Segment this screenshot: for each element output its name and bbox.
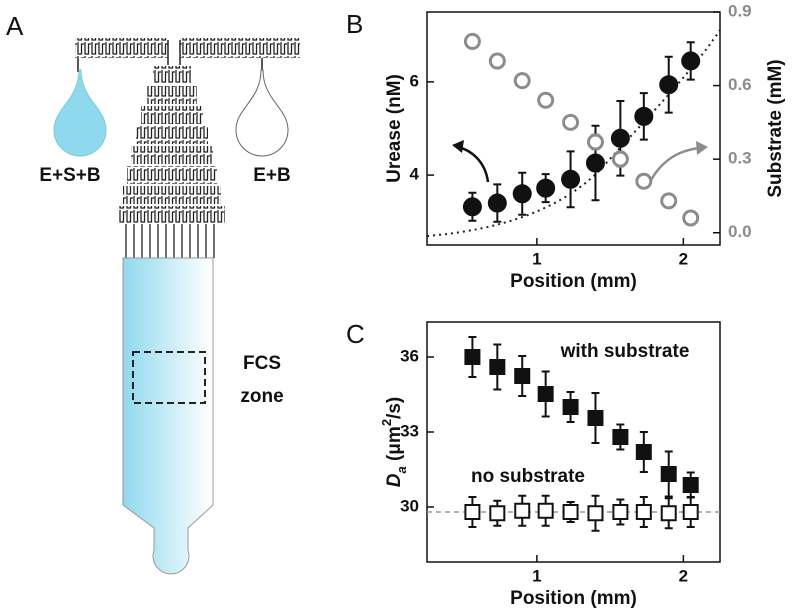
y2-tick-label: 0.0: [728, 222, 752, 241]
fit-curve: [426, 29, 721, 237]
panel-label: C: [346, 319, 365, 349]
drop-left: [53, 69, 107, 157]
device-diagram: A E+S+B E+B FCS zone: [6, 11, 300, 575]
y-tick-label: 6: [410, 71, 419, 90]
data-point: [585, 153, 605, 173]
data-point: [562, 113, 580, 131]
data-point: [561, 169, 581, 189]
data-point: [586, 133, 604, 151]
data-point: [512, 184, 532, 204]
inlet-label: E+B: [253, 165, 291, 186]
data-point: [463, 32, 481, 50]
x-axis-label: Position (mm): [510, 271, 637, 292]
arrow-head: [696, 141, 708, 155]
arrow: [646, 146, 701, 187]
data-point: [587, 505, 604, 522]
data-point: [537, 386, 554, 402]
y-axis-label: Da (μm2/s): [379, 397, 409, 488]
x-axis-label: Position (mm): [510, 588, 637, 609]
data-point: [489, 505, 506, 522]
zone-label: FCS: [243, 353, 281, 374]
y2-tick-label: 0.3: [728, 149, 752, 168]
data-point: [635, 172, 653, 190]
panel-label: A: [6, 11, 24, 41]
y2-tick-label: 0.6: [728, 75, 752, 94]
data-point: [635, 444, 652, 460]
data-point: [489, 359, 506, 375]
data-point: [488, 52, 506, 70]
fcs-zone: [132, 351, 206, 404]
y-axis-label-part: (μm: [384, 426, 405, 466]
data-point: [660, 192, 678, 210]
data-point: [610, 128, 630, 148]
chamber: [122, 257, 214, 575]
data-point: [562, 399, 579, 415]
x-tick-label: 2: [679, 249, 688, 268]
y2-tick-label: 0.9: [728, 1, 752, 20]
data-point: [659, 75, 679, 95]
y-tick-label: 33: [400, 421, 419, 440]
data-point: [464, 349, 481, 365]
y-tick-label: 4: [410, 165, 420, 184]
serpentine: [180, 38, 300, 58]
gradient-network: [119, 66, 225, 258]
data-point: [682, 477, 699, 493]
data-point: [514, 368, 531, 384]
y-axis-label: Urease (nM): [384, 74, 405, 183]
data-point: [464, 504, 481, 520]
data-point: [660, 505, 677, 522]
y-axis-label-part: /s): [384, 397, 405, 419]
y-axis-label-part: D: [384, 473, 405, 487]
plot-frame: [426, 321, 721, 563]
panel-label: B: [346, 9, 363, 39]
data-point: [537, 502, 554, 519]
serpentine: [75, 38, 168, 58]
data-point: [635, 504, 652, 520]
data-point: [513, 72, 531, 90]
data-point: [612, 429, 629, 445]
data-point: [536, 178, 556, 198]
data-point: [611, 150, 629, 168]
annotation: no substrate: [471, 466, 585, 487]
channel: [77, 40, 263, 72]
inlet-label: E+S+B: [39, 165, 100, 186]
y-tick-label: 36: [400, 346, 419, 365]
data-point: [681, 51, 701, 71]
annotation: with substrate: [560, 341, 690, 362]
plot-frame: [426, 11, 721, 246]
drop-right: [235, 69, 289, 157]
data-point: [514, 502, 531, 519]
data-point: [682, 209, 700, 227]
data-point: [634, 106, 654, 126]
zone-label: zone: [240, 386, 283, 407]
data-point: [660, 466, 677, 482]
data-point: [562, 504, 579, 520]
x-tick-label: 2: [679, 566, 688, 585]
y-tick-label: 30: [400, 496, 419, 515]
x-tick-label: 1: [532, 566, 541, 585]
y2-axis-label: Substrate (mM): [765, 59, 786, 197]
data-point: [682, 504, 699, 520]
arrow-head: [452, 140, 464, 153]
arrow: [457, 145, 490, 183]
data-point: [537, 91, 555, 109]
y-axis-label-part: a: [394, 466, 409, 473]
y-axis-label-part: 2: [379, 419, 394, 426]
data-point: [462, 197, 482, 217]
data-point: [487, 193, 507, 213]
data-point: [612, 504, 629, 520]
x-tick-label: 1: [532, 249, 541, 268]
data-point: [587, 410, 604, 426]
